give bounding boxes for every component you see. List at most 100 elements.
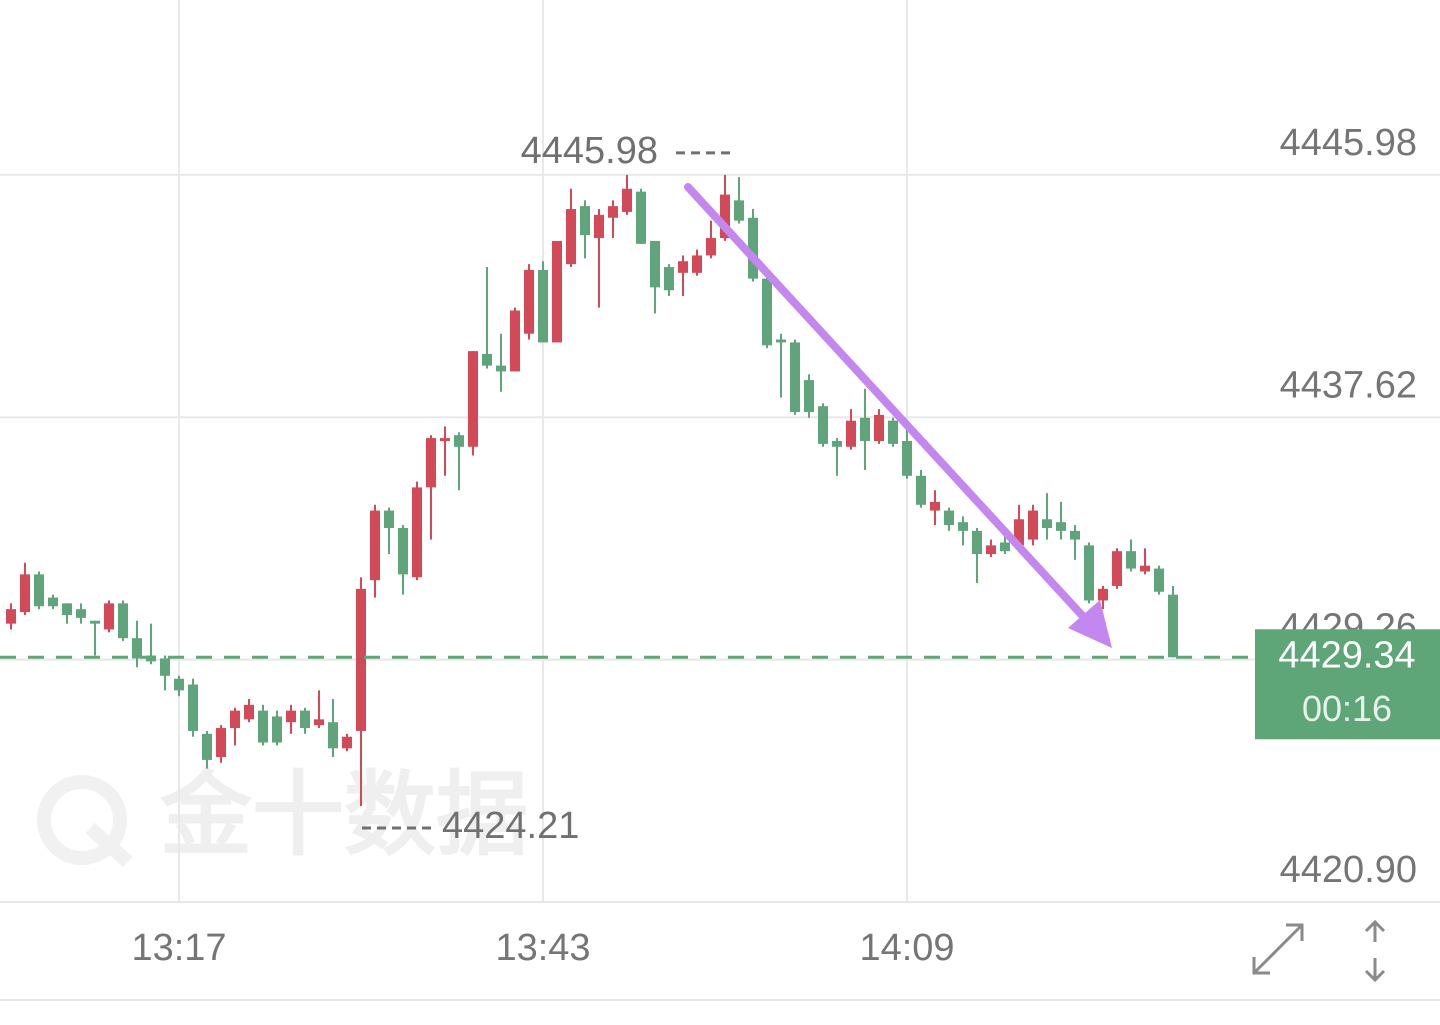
candle-body xyxy=(6,609,16,624)
candle-body xyxy=(1140,565,1150,572)
candle-body xyxy=(1084,545,1094,601)
candle-body xyxy=(874,414,884,441)
candle-body xyxy=(860,417,870,441)
watermark-logo xyxy=(37,775,133,868)
candle-body xyxy=(1000,542,1010,552)
candle-body xyxy=(832,440,842,447)
candle-body xyxy=(538,269,548,343)
candle-body xyxy=(636,191,646,244)
candle-body xyxy=(804,380,814,413)
candle-body xyxy=(706,238,716,256)
candle-body xyxy=(1028,510,1038,540)
candle-body xyxy=(916,475,926,505)
candle-body xyxy=(734,200,744,221)
candle-body xyxy=(244,704,254,720)
candle-body xyxy=(510,310,520,372)
candle-body xyxy=(958,522,968,531)
candle-body xyxy=(440,438,450,441)
candle-body xyxy=(132,638,142,659)
candle-body xyxy=(622,188,632,212)
watermark: 金十数据 xyxy=(159,764,528,866)
candle-body xyxy=(944,510,954,526)
candle-body xyxy=(188,684,198,731)
candle-body xyxy=(818,406,828,444)
candle-body xyxy=(272,716,282,743)
y-tick-label: 4420.90 xyxy=(1280,849,1417,891)
candle-body xyxy=(776,339,786,343)
candle-body xyxy=(216,728,226,758)
trend-arrow xyxy=(684,183,1112,648)
candle-body xyxy=(300,710,310,729)
last-price-label: 4429.34 xyxy=(1278,634,1415,676)
candle-body xyxy=(1014,519,1024,546)
x-tick-label: 14:09 xyxy=(859,927,954,969)
candle-body xyxy=(48,597,58,607)
candle-body xyxy=(384,510,394,528)
candle-body xyxy=(20,574,30,613)
candle-body xyxy=(1112,551,1122,586)
candle-body xyxy=(580,206,590,236)
candle-body xyxy=(286,710,296,723)
last-price-tag xyxy=(1255,629,1440,740)
candle-body xyxy=(552,240,562,343)
candle-body xyxy=(594,214,604,239)
candle-body xyxy=(356,588,366,731)
candle-body xyxy=(174,678,184,691)
max-label: 4445.98 xyxy=(521,130,658,172)
vertical-scale-icon[interactable] xyxy=(1364,919,1386,983)
y-tick-label: 4445.98 xyxy=(1280,122,1417,164)
countdown-label: 00:16 xyxy=(1302,688,1392,729)
candle-body xyxy=(790,342,800,413)
candle-body xyxy=(412,487,422,578)
candle-body xyxy=(468,351,478,447)
expand-icon[interactable] xyxy=(1252,923,1304,975)
candle-body xyxy=(370,510,380,581)
candle-body xyxy=(902,440,912,476)
candle-body xyxy=(76,609,86,618)
candle-body xyxy=(118,603,128,639)
plot-area xyxy=(0,0,1440,903)
candle-body xyxy=(342,736,352,749)
candle-body xyxy=(34,574,44,607)
candle-body xyxy=(650,240,660,288)
candle-body xyxy=(160,658,170,676)
candle-body xyxy=(258,710,268,743)
candle-body xyxy=(692,255,702,273)
candle-body xyxy=(664,267,674,291)
candle-body xyxy=(1042,519,1052,528)
candle-body xyxy=(1070,530,1080,540)
candle-body xyxy=(930,501,940,511)
candle-body xyxy=(1056,522,1066,531)
candle-body xyxy=(1126,551,1136,569)
candle-body xyxy=(104,603,114,630)
candle-body xyxy=(678,261,688,273)
candle-body xyxy=(1154,568,1164,592)
candle-body xyxy=(230,710,240,729)
candle-body xyxy=(762,278,772,346)
y-tick-label: 4437.62 xyxy=(1280,364,1417,406)
candle-body xyxy=(720,194,730,239)
candle-body xyxy=(202,733,212,760)
candle-body xyxy=(482,354,492,366)
candle-body xyxy=(314,719,324,726)
candle-body xyxy=(328,722,338,749)
candle-body xyxy=(496,365,506,372)
x-tick-label: 13:43 xyxy=(495,927,590,969)
x-tick-label: 13:17 xyxy=(131,927,226,969)
candle-body xyxy=(566,209,576,265)
candle-body xyxy=(986,545,996,555)
candle-body xyxy=(524,269,534,334)
candle-body xyxy=(1168,594,1178,658)
candle-body xyxy=(888,420,898,444)
candle-body xyxy=(398,527,408,575)
candle-body xyxy=(1098,588,1108,601)
min-label: 4424.21 xyxy=(442,805,579,847)
candle-body xyxy=(62,603,72,615)
candle-body xyxy=(608,206,618,218)
candle-body xyxy=(426,438,436,488)
candle-body xyxy=(972,530,982,555)
candle-body xyxy=(454,435,464,447)
candle-body xyxy=(748,217,758,279)
